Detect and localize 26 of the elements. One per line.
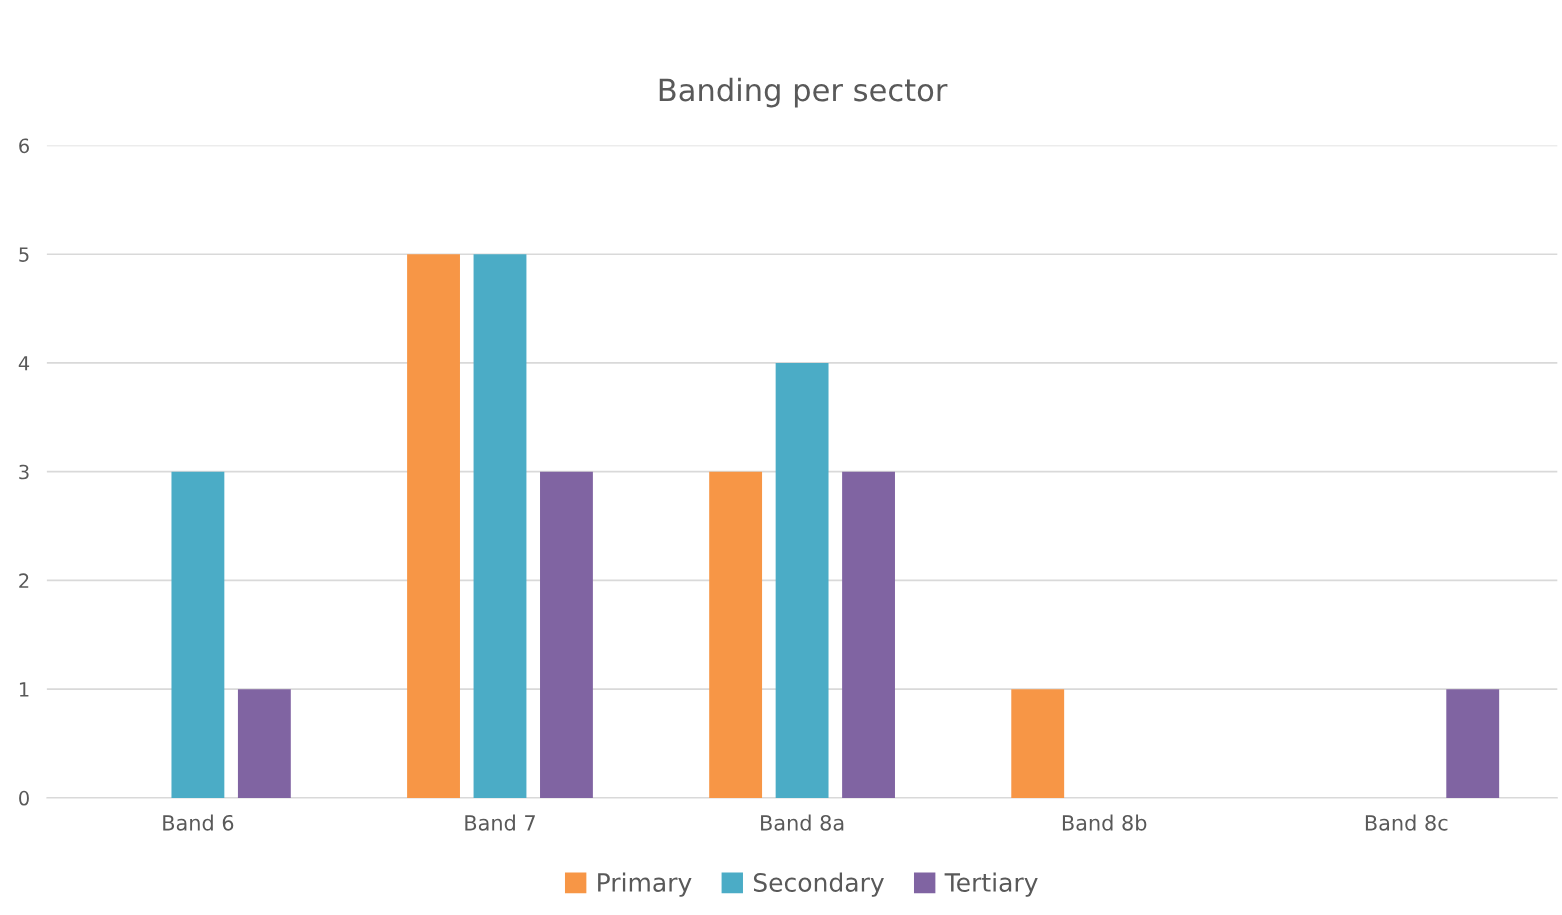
y-tick-label: 3 xyxy=(19,464,29,480)
legend-label: Tertiary xyxy=(944,872,1038,897)
bar xyxy=(407,254,460,798)
x-tick-label: Band 7 xyxy=(465,814,535,831)
x-tick-label: Band 6 xyxy=(163,814,234,831)
y-tick-label: 6 xyxy=(19,138,29,154)
chart-title: Banding per sector xyxy=(659,77,948,108)
bar xyxy=(1011,689,1065,798)
bar xyxy=(709,471,763,798)
bar xyxy=(473,254,527,798)
x-tick-label: Band 8b xyxy=(1062,814,1147,831)
bar xyxy=(540,471,593,798)
y-tick-label: 4 xyxy=(18,356,30,371)
bar xyxy=(171,471,225,798)
legend-label: Primary xyxy=(598,872,692,897)
bar xyxy=(237,689,291,798)
x-tick-label: Band 8a xyxy=(761,814,844,831)
y-tick-label: 2 xyxy=(19,573,29,588)
bar xyxy=(1446,689,1500,798)
bar xyxy=(775,362,829,798)
x-tick-label: Band 8c xyxy=(1365,814,1448,831)
y-tick-label: 1 xyxy=(19,682,29,697)
bar xyxy=(842,471,895,798)
y-tick-label: 5 xyxy=(19,247,29,262)
legend-label: Secondary xyxy=(753,872,884,897)
y-tick-label: 0 xyxy=(19,790,29,806)
